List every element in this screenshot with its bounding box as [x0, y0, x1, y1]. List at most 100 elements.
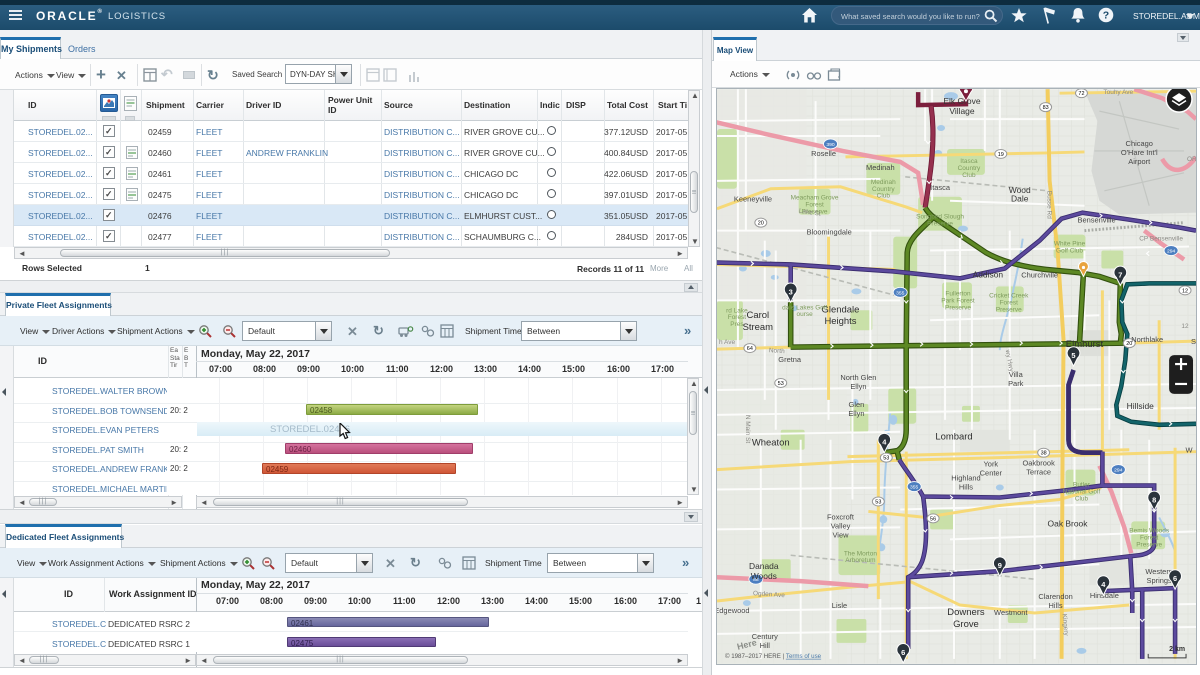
svg-text:Lake St: Lake St: [798, 208, 821, 218]
svg-text:Forest: Forest: [728, 314, 747, 321]
svg-text:Churchville: Churchville: [1021, 270, 1058, 279]
svg-text:W: W: [1186, 446, 1194, 455]
svg-text:ORD: ORD: [1187, 156, 1197, 163]
svg-text:Airport: Airport: [1128, 157, 1151, 166]
svg-text:Chicago: Chicago: [1126, 139, 1153, 148]
svg-text:CP Bensenville: CP Bensenville: [1139, 236, 1183, 243]
svg-text:Heights: Heights: [824, 316, 856, 327]
svg-text:Meacham Grove: Meacham Grove: [791, 195, 839, 202]
svg-text:Dale: Dale: [1011, 194, 1029, 204]
svg-text:8: 8: [1152, 495, 1156, 504]
svg-text:Carol: Carol: [747, 310, 770, 321]
svg-text:Villa: Villa: [1009, 370, 1024, 379]
svg-text:12: 12: [1182, 288, 1188, 294]
svg-text:Elk Grove: Elk Grove: [943, 96, 980, 106]
svg-text:Hills: Hills: [959, 483, 973, 492]
svg-text:Edgewood: Edgewood: [716, 606, 750, 615]
svg-text:Century: Century: [752, 632, 778, 641]
svg-text:dale Lakes Golf: dale Lakes Golf: [782, 304, 827, 311]
svg-text:White Pine: White Pine: [1054, 241, 1086, 248]
svg-text:Center: Center: [980, 469, 1003, 478]
svg-text:Cricket Creek: Cricket Creek: [989, 292, 1029, 299]
svg-text:294: 294: [1167, 249, 1176, 255]
svg-text:Roselle: Roselle: [811, 149, 836, 158]
svg-text:Ellyn: Ellyn: [848, 409, 864, 418]
svg-text:Keeneyville: Keeneyville: [734, 195, 772, 204]
svg-text:19: 19: [998, 152, 1004, 158]
svg-text:88: 88: [753, 577, 759, 583]
svg-text:Preserve: Preserve: [1136, 541, 1162, 548]
svg-text:Pres: Pres: [730, 321, 743, 328]
svg-text:Oak Brook: Oak Brook: [1048, 518, 1089, 528]
svg-text:Club: Club: [877, 193, 891, 200]
svg-text:Park Forest: Park Forest: [941, 297, 975, 304]
svg-text:Ogden Ave: Ogden Ave: [753, 590, 786, 599]
svg-text:Park: Park: [1008, 379, 1024, 388]
svg-text:390: 390: [826, 142, 835, 148]
svg-text:53: 53: [778, 381, 784, 387]
svg-text:© 1987–2017 HERE | Terms of us: © 1987–2017 HERE | Terms of use: [725, 653, 822, 660]
svg-text:York: York: [984, 460, 999, 469]
svg-text:Butler: Butler: [1073, 482, 1091, 489]
svg-text:Medinah: Medinah: [871, 179, 896, 186]
svg-text:4: 4: [882, 438, 887, 447]
svg-text:The Morton: The Morton: [844, 550, 877, 557]
svg-text:?: ?: [1103, 10, 1109, 22]
svg-text:Golf Club: Golf Club: [1056, 248, 1083, 255]
svg-text:20: 20: [758, 221, 764, 227]
svg-text:Addison: Addison: [973, 269, 1004, 279]
svg-text:4: 4: [1101, 580, 1106, 589]
svg-text:Bemis Woods: Bemis Woods: [1129, 527, 1169, 534]
svg-text:9: 9: [998, 561, 1002, 570]
svg-text:Hills: Hills: [1049, 601, 1063, 610]
svg-text:rd Lake: rd Lake: [726, 307, 748, 314]
svg-text:Ellyn: Ellyn: [850, 382, 866, 391]
svg-text:North: North: [769, 347, 786, 355]
svg-text:Preserve: Preserve: [927, 221, 953, 228]
svg-text:Forest: Forest: [1140, 534, 1159, 541]
svg-text:53: 53: [875, 499, 881, 505]
svg-text:National Golf: National Golf: [1063, 489, 1101, 496]
svg-text:Grove: Grove: [953, 619, 979, 630]
svg-text:Lombard: Lombard: [935, 432, 972, 443]
svg-text:72: 72: [1078, 91, 1084, 97]
svg-text:Bloomingdale: Bloomingdale: [807, 228, 852, 237]
svg-text:Glen: Glen: [849, 400, 865, 409]
svg-text:Hillside: Hillside: [1127, 401, 1155, 411]
svg-text:Itasca: Itasca: [930, 183, 951, 192]
svg-text:Terrace: Terrace: [1026, 468, 1051, 477]
svg-text:7: 7: [1118, 270, 1122, 279]
svg-text:Highland: Highland: [951, 474, 980, 483]
svg-text:North Glen: North Glen: [840, 373, 876, 382]
svg-text:6: 6: [1173, 574, 1177, 583]
svg-text:Country: Country: [958, 165, 981, 172]
svg-text:Western: Western: [1145, 567, 1173, 576]
svg-text:Kingery: Kingery: [1061, 614, 1070, 637]
svg-text:wy Hwy: wy Hwy: [1004, 348, 1015, 373]
svg-text:Downers: Downers: [947, 607, 985, 618]
svg-text:Northlake: Northlake: [1131, 335, 1163, 344]
svg-text:Fullerton: Fullerton: [945, 290, 971, 297]
svg-text:Glendale: Glendale: [822, 304, 860, 315]
svg-text:294: 294: [1114, 468, 1123, 474]
svg-text:20: 20: [1126, 341, 1132, 347]
svg-text:Stream: Stream: [743, 322, 774, 333]
svg-text:56: 56: [930, 516, 936, 522]
svg-text:h Ave: h Ave: [719, 339, 735, 346]
svg-text:12: 12: [1181, 323, 1189, 330]
svg-text:Springs: Springs: [1147, 576, 1173, 585]
svg-text:Village: Village: [949, 106, 975, 116]
svg-text:Foxcroft: Foxcroft: [827, 512, 855, 521]
svg-text:Wheaton: Wheaton: [752, 438, 790, 449]
svg-text:Preserve: Preserve: [945, 304, 971, 311]
svg-text:Itasca: Itasca: [960, 158, 978, 165]
svg-text:Lisle: Lisle: [832, 601, 847, 610]
svg-text:Forest: Forest: [1000, 299, 1019, 306]
svg-text:Danada: Danada: [749, 561, 779, 571]
svg-text:38: 38: [1041, 451, 1047, 457]
svg-text:Bensenville: Bensenville: [1077, 216, 1115, 225]
svg-text:2 km: 2 km: [1169, 646, 1185, 653]
svg-text:5: 5: [1071, 351, 1075, 360]
svg-text:O'Hare Int'l: O'Hare Int'l: [1121, 148, 1158, 157]
svg-text:Here: Here: [736, 637, 758, 652]
